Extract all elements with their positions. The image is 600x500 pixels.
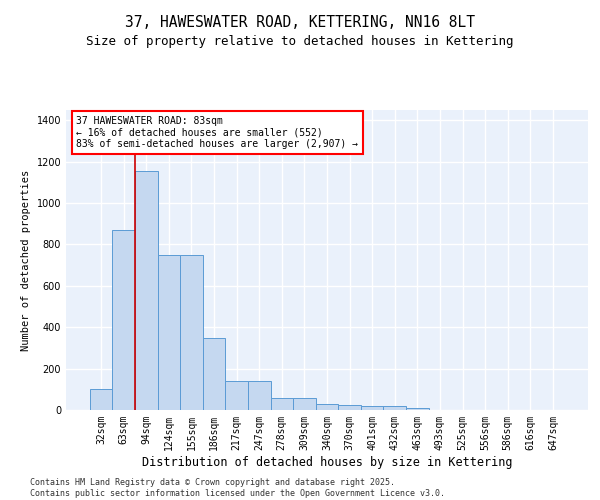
Bar: [293, 398, 316, 410]
Bar: [158, 255, 180, 410]
Text: Contains HM Land Registry data © Crown copyright and database right 2025.
Contai: Contains HM Land Registry data © Crown c…: [30, 478, 445, 498]
Bar: [316, 404, 338, 410]
Bar: [90, 390, 112, 410]
Bar: [248, 381, 271, 410]
Bar: [361, 406, 383, 410]
Text: 37, HAWESWATER ROAD, KETTERING, NN16 8LT: 37, HAWESWATER ROAD, KETTERING, NN16 8LT: [125, 15, 475, 30]
Y-axis label: Number of detached properties: Number of detached properties: [21, 170, 31, 350]
Bar: [203, 338, 226, 410]
Bar: [180, 255, 203, 410]
Text: 37 HAWESWATER ROAD: 83sqm
← 16% of detached houses are smaller (552)
83% of semi: 37 HAWESWATER ROAD: 83sqm ← 16% of detac…: [76, 116, 358, 149]
Bar: [338, 405, 361, 410]
Bar: [135, 171, 158, 410]
Bar: [112, 230, 135, 410]
Bar: [383, 406, 406, 410]
X-axis label: Distribution of detached houses by size in Kettering: Distribution of detached houses by size …: [142, 456, 512, 468]
Bar: [271, 398, 293, 410]
Text: Size of property relative to detached houses in Kettering: Size of property relative to detached ho…: [86, 35, 514, 48]
Bar: [406, 408, 428, 410]
Bar: [226, 381, 248, 410]
